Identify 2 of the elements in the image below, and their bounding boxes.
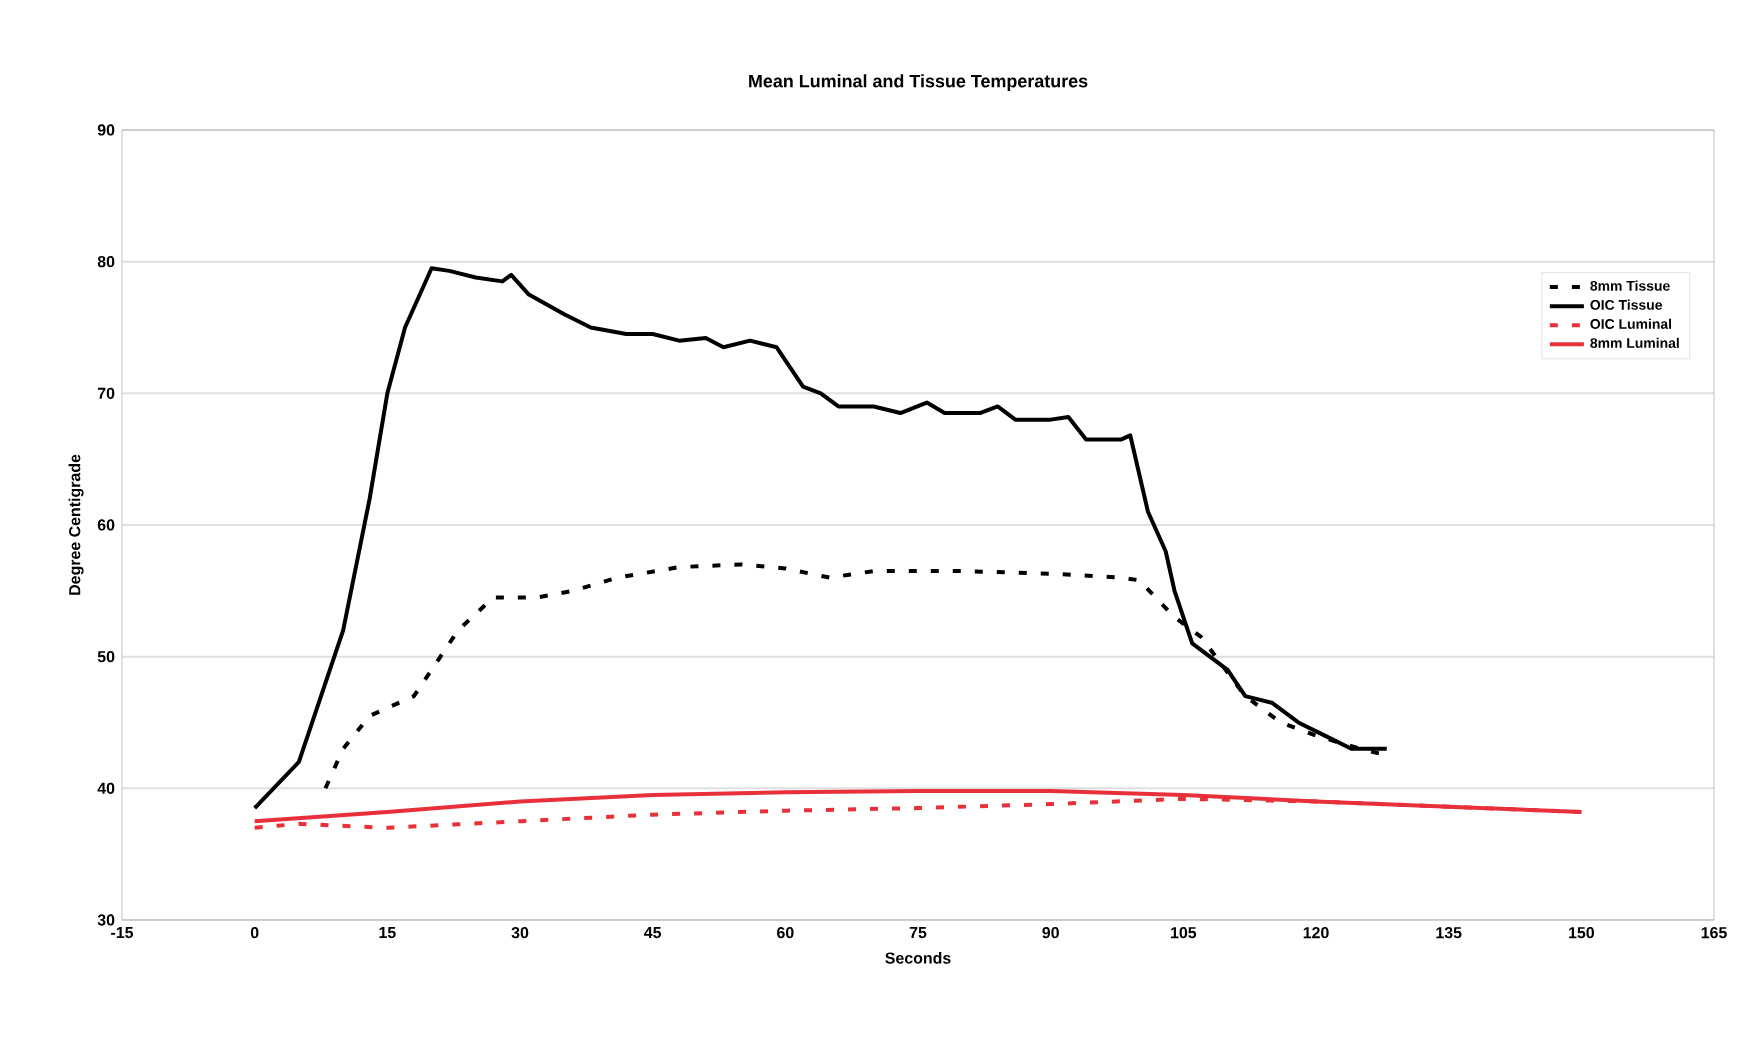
line-series — [252, 266, 1389, 811]
chart-title: Mean Luminal and Tissue Temperatures — [749, 74, 1088, 91]
